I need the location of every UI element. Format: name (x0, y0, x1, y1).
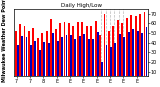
Bar (66, 35, 68, 81)
Bar (135, 16, 137, 81)
Bar (110, 47, 112, 81)
Bar (121, 23, 123, 81)
Bar (119, 34, 121, 81)
Bar (50, 19, 52, 81)
Bar (126, 18, 128, 81)
Bar (52, 33, 54, 81)
Bar (137, 31, 139, 81)
Bar (30, 45, 32, 81)
Bar (26, 37, 28, 81)
Bar (141, 33, 143, 81)
Bar (77, 22, 79, 81)
Bar (48, 43, 50, 81)
Bar (144, 12, 145, 81)
Bar (88, 39, 90, 81)
Bar (46, 31, 48, 81)
Bar (95, 21, 97, 81)
Bar (39, 50, 41, 81)
Bar (83, 34, 85, 81)
Bar (106, 45, 108, 81)
Bar (112, 26, 114, 81)
Bar (108, 31, 110, 81)
Bar (24, 26, 25, 81)
Bar (59, 23, 61, 81)
Bar (139, 14, 141, 81)
Bar (104, 14, 105, 81)
Bar (15, 31, 17, 81)
Bar (19, 24, 21, 81)
Bar (90, 26, 92, 81)
Bar (117, 20, 119, 81)
Bar (34, 41, 36, 81)
Bar (21, 36, 23, 81)
Bar (55, 29, 57, 81)
Bar (64, 22, 65, 81)
Bar (17, 45, 19, 81)
Bar (114, 43, 116, 81)
Bar (130, 15, 132, 81)
Bar (32, 28, 34, 81)
Bar (132, 29, 134, 81)
Bar (74, 39, 76, 81)
Bar (81, 22, 83, 81)
Bar (28, 31, 30, 81)
Bar (101, 62, 103, 81)
Bar (61, 37, 63, 81)
Bar (70, 35, 72, 81)
Bar (92, 39, 94, 81)
Bar (72, 26, 74, 81)
Bar (57, 41, 59, 81)
Bar (79, 36, 81, 81)
Bar (123, 37, 125, 81)
Bar (99, 35, 101, 81)
Bar (97, 32, 99, 81)
Bar (43, 42, 45, 81)
Bar (37, 38, 39, 81)
Bar (146, 27, 148, 81)
Text: Milwaukee Weather Dew Point: Milwaukee Weather Dew Point (2, 0, 7, 82)
Bar (68, 23, 70, 81)
Bar (41, 33, 43, 81)
Title: Daily High/Low: Daily High/Low (61, 3, 102, 8)
Bar (86, 26, 88, 81)
Bar (128, 32, 130, 81)
